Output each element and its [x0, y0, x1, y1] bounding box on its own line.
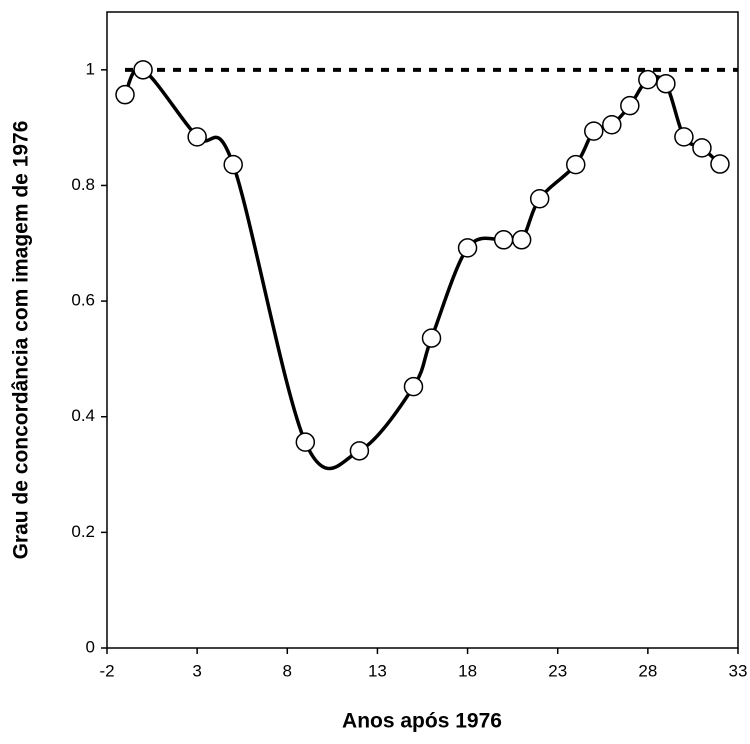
- data-point: [421, 328, 442, 348]
- data-point: [638, 69, 658, 90]
- data-point: [493, 230, 514, 250]
- data-point: [223, 154, 243, 175]
- y-tick-label: 1: [86, 59, 95, 78]
- x-tick-label: 23: [548, 661, 567, 680]
- x-tick-label: 3: [192, 661, 201, 680]
- data-point: [692, 138, 712, 158]
- y-tick-label: 0.2: [71, 522, 95, 541]
- x-tick-label: -2: [99, 661, 114, 680]
- data-point: [511, 230, 532, 250]
- data-point: [133, 60, 153, 80]
- x-tick-label: 8: [283, 661, 292, 680]
- data-point: [620, 95, 640, 116]
- x-tick-label: 28: [638, 661, 657, 680]
- data-point: [115, 84, 135, 105]
- y-axis-label: Grau de concordância com imagem de 1976: [10, 121, 33, 560]
- data-point: [187, 127, 207, 147]
- y-tick-label: 0.6: [71, 291, 95, 310]
- y-tick-label: 0.8: [71, 175, 95, 194]
- data-point: [403, 376, 424, 397]
- y-tick-label: 0.4: [71, 406, 95, 425]
- x-tick-label: 13: [368, 661, 387, 680]
- data-point: [710, 154, 730, 174]
- data-point: [295, 432, 316, 452]
- data-point: [565, 154, 586, 175]
- x-tick-label: 18: [458, 661, 477, 680]
- x-axis-label: Anos após 1976: [342, 710, 502, 733]
- data-point: [457, 238, 478, 258]
- data-line: [123, 66, 722, 471]
- data-point: [584, 121, 604, 141]
- plot-frame: [106, 11, 739, 649]
- data-point: [349, 441, 370, 461]
- x-tick-label: 33: [729, 661, 748, 680]
- data-point: [674, 127, 694, 147]
- data-point: [602, 114, 622, 135]
- y-tick-label: 0: [86, 637, 95, 656]
- data-point: [529, 189, 550, 209]
- data-point: [656, 73, 676, 94]
